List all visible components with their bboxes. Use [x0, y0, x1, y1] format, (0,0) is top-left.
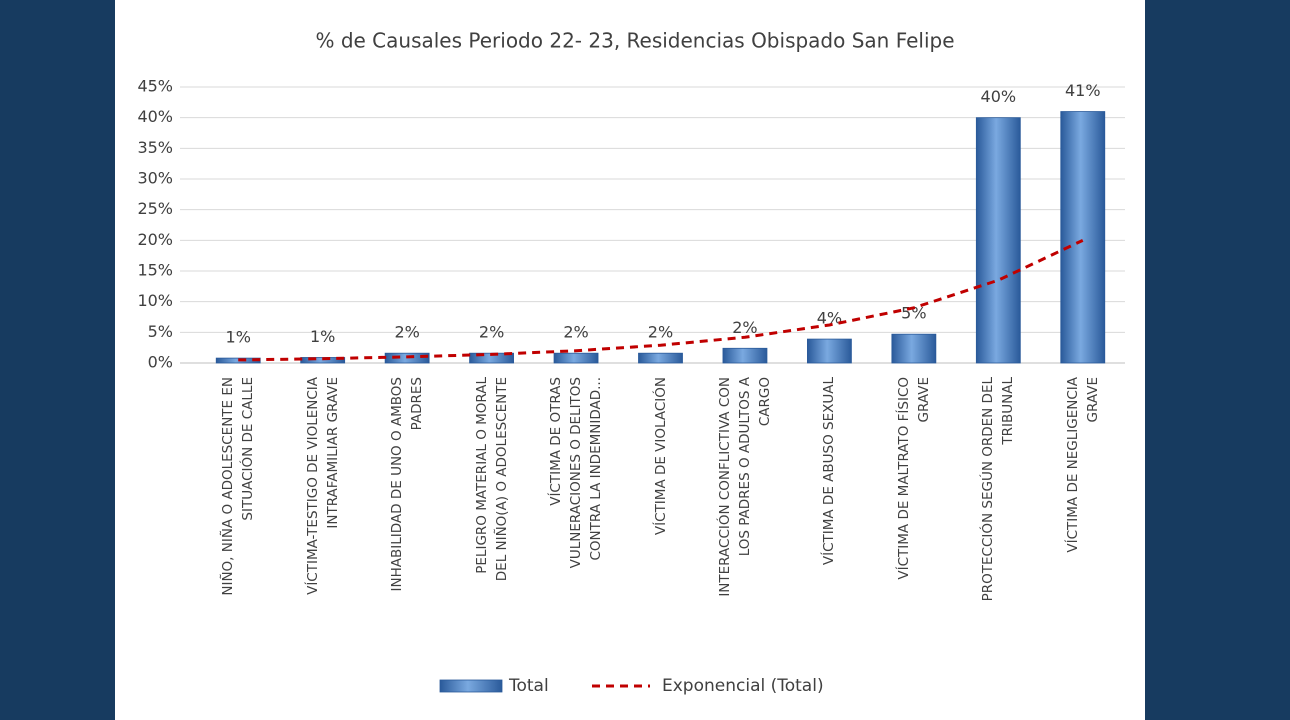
- bar: [975, 117, 1021, 364]
- x-tick-label: PELIGRO MATERIAL O MORAL DEL NIÑO(A) O A…: [473, 377, 510, 582]
- y-tick-label: 20%: [137, 230, 173, 249]
- y-tick-label: 0%: [148, 353, 173, 372]
- data-label: 1%: [226, 328, 251, 347]
- x-tick-label: VÍCTIMA DE ABUSO SEXUAL: [821, 377, 838, 566]
- y-tick-label: 40%: [137, 107, 173, 126]
- data-label: 1%: [310, 327, 335, 346]
- data-label: 40%: [981, 87, 1017, 106]
- x-tick-label: PROTECCIÓN SEGÚN ORDEN DEL TRIBUNAL: [980, 377, 1017, 602]
- x-tick-label: VÍCTIMA DE MALTRATO FÍSICO GRAVE: [895, 377, 932, 580]
- y-tick-label: 15%: [137, 261, 173, 280]
- x-tick-label: VÍCTIMA-TESTIGO DE VIOLENCIA INTRAFAMILI…: [304, 377, 341, 595]
- bar: [722, 347, 768, 364]
- chart-title: % de Causales Periodo 22- 23, Residencia…: [315, 29, 954, 53]
- data-label: 2%: [394, 323, 419, 342]
- x-tick-label: VÍCTIMA DE NEGLIGENCIA GRAVE: [1064, 377, 1101, 553]
- y-tick-label: 45%: [137, 77, 173, 96]
- x-tick-label: NIÑO, NIÑA O ADOLESCENTE EN SITUACIÓN DE…: [220, 377, 257, 596]
- trend-line: [238, 238, 1084, 362]
- x-tick-label: VÍCTIMA DE VIOLACIÓN: [652, 377, 669, 536]
- bar: [638, 352, 683, 364]
- y-tick-label: 25%: [137, 199, 173, 218]
- x-tick-label: VÍCTIMA DE OTRAS VULNERACIONES O DELITOS…: [548, 377, 605, 569]
- bar: [891, 333, 937, 364]
- y-tick-label: 10%: [137, 291, 173, 310]
- x-tick-label: INHABILIDAD DE UNO O AMBOS PADRES: [389, 377, 426, 592]
- y-tick-label: 5%: [148, 322, 173, 341]
- bar: [1060, 111, 1106, 364]
- data-label: 2%: [732, 318, 757, 337]
- bar: [807, 338, 852, 364]
- data-label: 2%: [479, 323, 504, 342]
- data-label: 2%: [648, 323, 673, 342]
- bar: [553, 352, 599, 364]
- y-tick-label: 30%: [137, 169, 173, 188]
- legend-swatch: [439, 679, 503, 693]
- x-tick-label: INTERACCIÓN CONFLICTIVA CON LOS PADRES O…: [716, 377, 773, 597]
- legend-label: Total: [508, 676, 549, 696]
- data-label: 4%: [817, 309, 842, 328]
- data-label: 2%: [563, 323, 588, 342]
- y-tick-label: 35%: [137, 138, 173, 157]
- data-label: 41%: [1065, 81, 1101, 100]
- legend-label: Exponencial (Total): [662, 676, 824, 696]
